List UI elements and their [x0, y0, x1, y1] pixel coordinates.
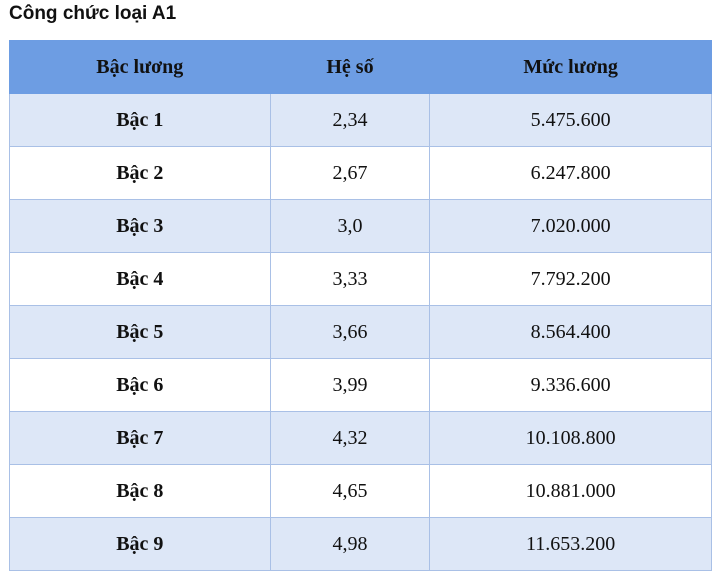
- table-cell: 5.475.600: [429, 93, 712, 147]
- header-cell: Hệ số: [269, 40, 431, 94]
- table-cell: 2,67: [269, 146, 431, 200]
- table-cell: 10.881.000: [429, 464, 712, 518]
- table-cell: 10.108.800: [429, 411, 712, 465]
- header-cell: Bậc lương: [9, 40, 271, 94]
- table-cell: 9.336.600: [429, 358, 712, 412]
- table-row: Bậc 8 4,65 10.881.000: [9, 464, 712, 518]
- table-cell: 3,33: [269, 252, 431, 306]
- table-cell: 11.653.200: [429, 517, 712, 571]
- table-cell: Bậc 1: [9, 93, 271, 147]
- table-row: Bậc 7 4,32 10.108.800: [9, 411, 712, 465]
- table-cell: Bậc 3: [9, 199, 271, 253]
- table-cell: Bậc 2: [9, 146, 271, 200]
- table-row: Bậc 1 2,34 5.475.600: [9, 93, 712, 147]
- table-row: Bậc 6 3,99 9.336.600: [9, 358, 712, 412]
- table-cell: 7.020.000: [429, 199, 712, 253]
- table-row: Bậc 5 3,66 8.564.400: [9, 305, 712, 359]
- table-cell: 8.564.400: [429, 305, 712, 359]
- header-cell: Mức lương: [429, 40, 712, 94]
- table-cell: 3,0: [269, 199, 431, 253]
- table-row: Bậc 2 2,67 6.247.800: [9, 146, 712, 200]
- table-cell: 7.792.200: [429, 252, 712, 306]
- table-cell: 6.247.800: [429, 146, 712, 200]
- table-cell: Bậc 4: [9, 252, 271, 306]
- table-row: Bậc 4 3,33 7.792.200: [9, 252, 712, 306]
- title: Công chức loại A1: [9, 3, 177, 24]
- salary-table: Bậc lương Hệ số Mức lương Bậc 1 2,34 5.475.6…: [9, 40, 712, 571]
- table-cell: Bậc 7: [9, 411, 271, 465]
- table-body: Bậc 1 2,34 5.475.600 Bậc 2 2,67 6.247.800 Bậc …: [9, 93, 712, 571]
- table-cell: Bậc 9: [9, 517, 271, 571]
- table-row: Bậc 3 3,0 7.020.000: [9, 199, 712, 253]
- table-cell: Bậc 8: [9, 464, 271, 518]
- table-cell: 2,34: [269, 93, 431, 147]
- table-cell: Bậc 6: [9, 358, 271, 412]
- table-cell: 4,32: [269, 411, 431, 465]
- table-cell: 3,66: [269, 305, 431, 359]
- table-cell: 4,98: [269, 517, 431, 571]
- header-row: Bậc lương Hệ số Mức lương: [9, 40, 712, 94]
- table-cell: Bậc 5: [9, 305, 271, 359]
- table-cell: 3,99: [269, 358, 431, 412]
- table-cell: 4,65: [269, 464, 431, 518]
- table-row: Bậc 9 4,98 11.653.200: [9, 517, 712, 571]
